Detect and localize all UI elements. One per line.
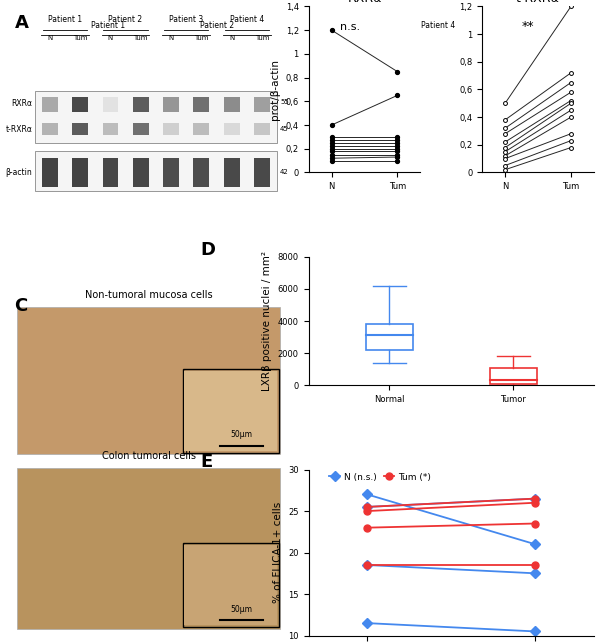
- Bar: [133, 97, 149, 112]
- Bar: [103, 123, 118, 135]
- Bar: [224, 123, 239, 135]
- Bar: [42, 97, 58, 112]
- Text: C: C: [14, 297, 28, 315]
- Text: 50μm: 50μm: [230, 430, 253, 439]
- Text: Patient 4: Patient 4: [230, 15, 264, 24]
- Bar: [35, 91, 277, 143]
- Text: N: N: [108, 35, 113, 40]
- Bar: [254, 158, 270, 187]
- Text: 50μm: 50μm: [230, 605, 253, 614]
- Bar: [163, 158, 179, 187]
- Bar: [35, 151, 277, 191]
- Text: β-actin: β-actin: [5, 168, 32, 177]
- Bar: [193, 123, 209, 135]
- Text: Patient 2: Patient 2: [109, 15, 143, 24]
- Text: Tum: Tum: [255, 35, 269, 40]
- Text: Patient 4: Patient 4: [421, 21, 455, 30]
- Bar: [365, 324, 413, 350]
- Bar: [103, 158, 118, 187]
- Text: 55: 55: [280, 100, 289, 105]
- Text: N: N: [229, 35, 234, 40]
- Bar: [42, 158, 58, 187]
- Bar: [193, 158, 209, 187]
- Text: Colon tumoral cells: Colon tumoral cells: [102, 451, 196, 460]
- Text: Patient 2: Patient 2: [200, 21, 234, 30]
- Bar: [184, 545, 277, 625]
- Text: Patient 1: Patient 1: [48, 15, 82, 24]
- Text: RXRα: RXRα: [11, 99, 32, 108]
- Bar: [42, 123, 58, 135]
- Bar: [133, 123, 149, 135]
- Text: D: D: [200, 241, 215, 259]
- Bar: [183, 369, 278, 453]
- Bar: [17, 308, 280, 455]
- Bar: [17, 468, 280, 629]
- Text: n.s.: n.s.: [340, 22, 360, 31]
- Bar: [254, 123, 270, 135]
- Text: **: **: [521, 20, 534, 33]
- Title: t-RXRα: t-RXRα: [516, 0, 560, 5]
- Bar: [224, 158, 239, 187]
- Bar: [183, 543, 278, 627]
- Bar: [224, 97, 239, 112]
- Bar: [103, 97, 118, 112]
- Text: E: E: [200, 453, 212, 471]
- Text: Tum: Tum: [133, 35, 148, 40]
- Bar: [133, 158, 149, 187]
- Text: Patient 1: Patient 1: [91, 21, 125, 30]
- Y-axis label: LXRβ positive nuclei / mm²: LXRβ positive nuclei / mm²: [262, 251, 272, 391]
- Text: B: B: [262, 0, 275, 4]
- Y-axis label: % of FLICA-1+ cells: % of FLICA-1+ cells: [272, 502, 283, 603]
- Bar: [72, 123, 88, 135]
- Text: N: N: [47, 35, 52, 40]
- Text: Non-tumoral mucosa cells: Non-tumoral mucosa cells: [85, 290, 212, 300]
- Bar: [72, 158, 88, 187]
- Text: t-RXRα: t-RXRα: [5, 125, 32, 134]
- Bar: [184, 370, 277, 451]
- Text: Tum: Tum: [194, 35, 209, 40]
- Bar: [490, 367, 537, 385]
- Text: 42: 42: [280, 169, 289, 175]
- Text: N: N: [169, 35, 173, 40]
- Title: RXRα: RXRα: [347, 0, 382, 5]
- Bar: [163, 97, 179, 112]
- Y-axis label: prot/β-actin: prot/β-actin: [270, 59, 280, 120]
- Bar: [72, 97, 88, 112]
- Bar: [193, 97, 209, 112]
- Text: Patient 3: Patient 3: [309, 21, 343, 30]
- Legend: N (n.s.), Tum (*): N (n.s.), Tum (*): [328, 471, 433, 483]
- Text: Tum: Tum: [73, 35, 87, 40]
- Text: Patient 3: Patient 3: [169, 15, 203, 24]
- Text: A: A: [14, 14, 28, 32]
- Bar: [254, 97, 270, 112]
- Text: 45: 45: [280, 126, 289, 132]
- Bar: [163, 123, 179, 135]
